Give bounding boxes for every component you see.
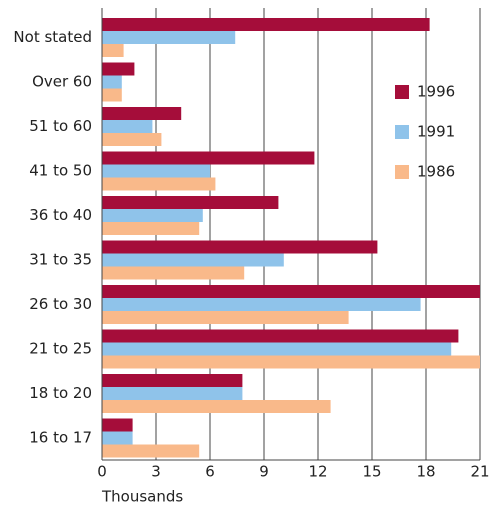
y-tick-label: 51 to 60 (29, 117, 92, 135)
legend-label: 1991 (417, 123, 455, 141)
y-tick-label: 18 to 20 (29, 384, 92, 402)
bar (102, 196, 279, 209)
y-tick-label: 26 to 30 (29, 295, 92, 313)
x-tick-label: 6 (205, 463, 215, 481)
bar (102, 298, 421, 311)
bar (102, 431, 133, 445)
bar (102, 387, 243, 400)
bar (102, 31, 236, 44)
x-tick-label: 0 (97, 463, 107, 481)
bar (102, 355, 480, 369)
bar (102, 107, 182, 120)
bar (102, 285, 480, 298)
y-tick-label: 36 to 40 (29, 206, 92, 224)
bar (102, 62, 135, 76)
x-tick-label: 12 (308, 463, 327, 481)
y-tick-label: 16 to 17 (29, 428, 92, 446)
bar (102, 120, 153, 133)
bar (102, 418, 133, 432)
bar (102, 374, 243, 387)
legend-swatch (395, 85, 409, 99)
bar (102, 329, 459, 343)
y-tick-label: 21 to 25 (29, 339, 92, 357)
x-tick-label: 15 (362, 463, 381, 481)
x-tick-label: 21 (470, 463, 489, 481)
bar (102, 209, 203, 222)
legend-swatch (395, 165, 409, 179)
y-tick-label: 31 to 35 (29, 250, 92, 268)
bar (102, 75, 122, 89)
y-tick-label: Not stated (13, 28, 92, 46)
legend-swatch (395, 125, 409, 139)
bar (102, 266, 245, 280)
legend-label: 1996 (417, 83, 455, 101)
bar (102, 18, 430, 31)
bar (102, 400, 331, 413)
bar (102, 88, 122, 102)
x-tick-label: 3 (151, 463, 161, 481)
x-tick-label: 18 (416, 463, 435, 481)
x-tick-label: 9 (259, 463, 269, 481)
bar (102, 253, 284, 267)
x-axis-label: Thousands (101, 488, 183, 506)
bar (102, 177, 216, 191)
bar (102, 164, 210, 178)
y-tick-label: Over 60 (32, 72, 92, 90)
bar (102, 444, 200, 458)
legend-label: 1986 (417, 163, 455, 181)
bar (102, 44, 124, 57)
bar (102, 240, 378, 254)
y-tick-label: 41 to 50 (29, 161, 92, 179)
bar (102, 133, 162, 146)
bar (102, 222, 200, 235)
bar (102, 342, 452, 356)
bar (102, 151, 315, 165)
bar (102, 311, 349, 324)
